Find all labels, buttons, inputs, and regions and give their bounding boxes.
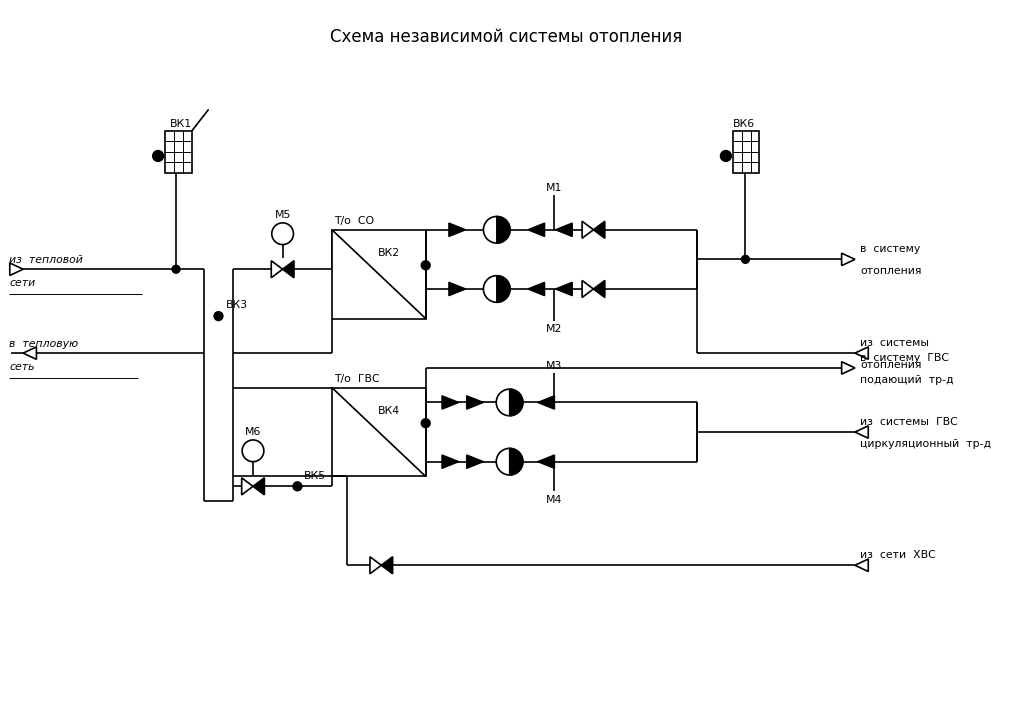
Circle shape: [421, 261, 430, 270]
Circle shape: [421, 419, 430, 427]
Circle shape: [293, 482, 302, 491]
Text: Схема независимой системы отопления: Схема независимой системы отопления: [330, 28, 682, 46]
Polygon shape: [449, 282, 465, 296]
Bar: [165, 131, 191, 173]
Circle shape: [214, 312, 223, 320]
Polygon shape: [466, 455, 484, 469]
Text: ВК2: ВК2: [379, 249, 400, 258]
Polygon shape: [593, 221, 605, 239]
Text: в  тепловую: в тепловую: [9, 339, 79, 349]
Polygon shape: [497, 275, 510, 302]
Text: в  систему  ГВС: в систему ГВС: [860, 353, 949, 363]
Polygon shape: [555, 223, 572, 236]
Circle shape: [484, 275, 510, 302]
Text: ВК4: ВК4: [379, 406, 400, 416]
Polygon shape: [528, 223, 544, 236]
Text: отопления: отопления: [860, 360, 922, 370]
Circle shape: [496, 448, 523, 475]
Polygon shape: [24, 347, 37, 359]
Polygon shape: [253, 478, 264, 495]
Circle shape: [172, 265, 180, 273]
Text: ВК1: ВК1: [170, 119, 192, 129]
Polygon shape: [855, 559, 869, 571]
Polygon shape: [382, 557, 393, 574]
Text: в  систему: в систему: [860, 244, 920, 254]
Circle shape: [742, 255, 750, 263]
Text: отопления: отопления: [860, 266, 922, 276]
Polygon shape: [593, 281, 605, 297]
Text: сеть: сеть: [9, 362, 35, 372]
Polygon shape: [449, 223, 465, 236]
Text: М2: М2: [546, 325, 563, 334]
Text: циркуляционный  тр-д: циркуляционный тр-д: [860, 439, 991, 449]
Text: М6: М6: [244, 427, 261, 437]
Text: сети: сети: [9, 278, 36, 288]
Polygon shape: [509, 448, 523, 475]
Polygon shape: [528, 282, 544, 296]
Text: ВК6: ВК6: [732, 119, 755, 129]
Polygon shape: [509, 389, 523, 416]
Circle shape: [242, 440, 264, 462]
Text: Т/о  ГВС: Т/о ГВС: [333, 374, 380, 384]
Bar: [331, 388, 426, 476]
Polygon shape: [582, 281, 593, 297]
Polygon shape: [842, 362, 855, 374]
Bar: [331, 230, 426, 319]
Circle shape: [152, 150, 164, 161]
Text: из  системы: из системы: [860, 338, 929, 348]
Text: подающий  тр-д: подающий тр-д: [860, 375, 953, 385]
Polygon shape: [370, 557, 382, 574]
Text: из  тепловой: из тепловой: [9, 255, 83, 265]
Text: из  системы  ГВС: из системы ГВС: [860, 417, 958, 427]
Circle shape: [720, 150, 731, 161]
Circle shape: [496, 389, 523, 416]
Polygon shape: [442, 395, 458, 409]
Polygon shape: [582, 221, 593, 239]
Text: из  сети  ХВС: из сети ХВС: [860, 550, 936, 560]
Text: М3: М3: [546, 361, 563, 371]
Circle shape: [272, 223, 294, 244]
Polygon shape: [282, 261, 294, 278]
Text: Т/о  СО: Т/о СО: [333, 216, 374, 226]
Text: ВК5: ВК5: [304, 471, 326, 482]
Polygon shape: [555, 282, 572, 296]
Polygon shape: [466, 395, 484, 409]
Bar: [732, 131, 759, 173]
Text: ВК3: ВК3: [226, 300, 249, 310]
Polygon shape: [538, 455, 554, 469]
Polygon shape: [538, 395, 554, 409]
Polygon shape: [10, 263, 24, 275]
Circle shape: [484, 216, 510, 243]
Polygon shape: [842, 253, 855, 265]
Polygon shape: [497, 216, 510, 243]
Polygon shape: [241, 478, 253, 495]
Text: М5: М5: [274, 210, 291, 220]
Polygon shape: [271, 261, 282, 278]
Text: М1: М1: [546, 183, 563, 193]
Polygon shape: [855, 426, 869, 438]
Polygon shape: [855, 347, 869, 359]
Text: М4: М4: [546, 495, 563, 505]
Polygon shape: [442, 455, 458, 469]
